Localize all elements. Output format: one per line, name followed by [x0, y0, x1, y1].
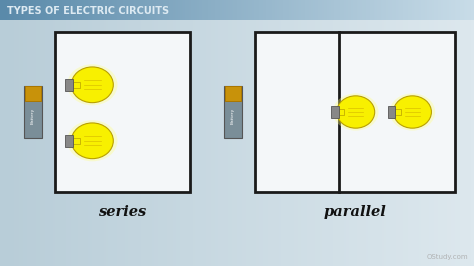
Bar — [224, 86, 242, 138]
Bar — [55, 32, 190, 192]
Ellipse shape — [67, 64, 118, 105]
Bar — [73, 82, 80, 88]
Ellipse shape — [67, 120, 118, 161]
Bar — [225, 86, 241, 101]
Ellipse shape — [337, 96, 375, 128]
Text: parallel: parallel — [324, 205, 386, 219]
Ellipse shape — [71, 123, 113, 159]
Text: TYPES OF ELECTRIC CIRCUITS: TYPES OF ELECTRIC CIRCUITS — [7, 6, 169, 16]
Bar — [395, 109, 401, 115]
Ellipse shape — [71, 67, 113, 103]
Bar — [338, 109, 344, 115]
Bar — [255, 32, 455, 192]
Text: Battery: Battery — [31, 108, 35, 124]
Ellipse shape — [333, 93, 379, 131]
Text: Battery: Battery — [231, 108, 235, 124]
Bar — [25, 86, 41, 101]
Bar — [65, 78, 73, 91]
Text: OStudy.com: OStudy.com — [427, 254, 468, 260]
Bar — [331, 106, 338, 118]
Bar — [24, 86, 42, 138]
Bar — [65, 135, 73, 147]
Bar — [388, 106, 395, 118]
Ellipse shape — [393, 96, 431, 128]
Ellipse shape — [390, 93, 435, 131]
Text: series: series — [99, 205, 146, 219]
Bar — [73, 138, 80, 144]
